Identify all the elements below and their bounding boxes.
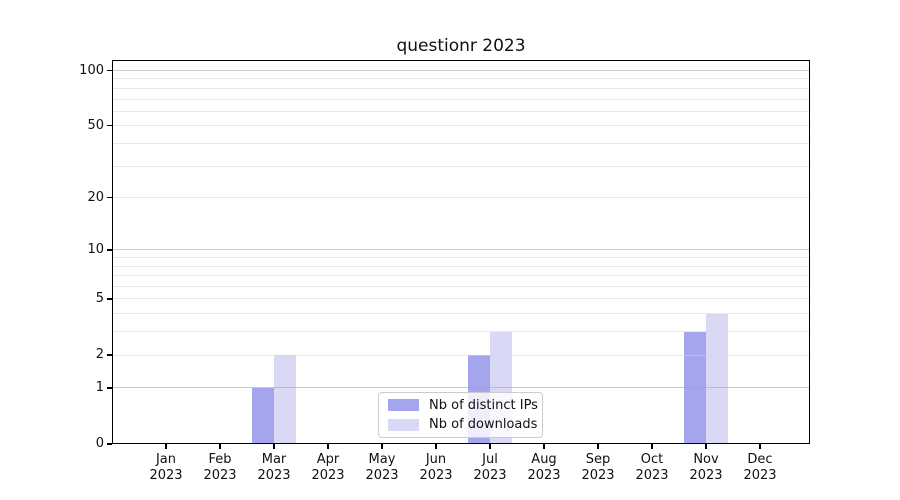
gridline-major xyxy=(112,70,810,71)
x-tick-year: 2023 xyxy=(311,468,345,483)
x-tick-month: Apr xyxy=(316,452,340,467)
gridline-minor xyxy=(112,87,810,89)
x-tick-month: May xyxy=(368,452,396,467)
gridline-minor xyxy=(112,98,810,100)
x-tick-month: Aug xyxy=(531,452,557,467)
x-tick-month: Sep xyxy=(585,452,611,467)
gridline-minor xyxy=(112,331,810,333)
y-tick-mark xyxy=(107,298,112,300)
x-tick-mark xyxy=(327,444,329,449)
x-tick-mark xyxy=(381,444,383,449)
gridline-minor xyxy=(112,125,810,127)
x-axis-tick-label: Jun 2023 xyxy=(406,452,466,484)
legend: Nb of distinct IPs Nb of downloads xyxy=(378,392,543,438)
y-tick-mark xyxy=(107,387,112,389)
x-axis-tick-label: Apr 2023 xyxy=(298,452,358,484)
x-tick-year: 2023 xyxy=(203,468,237,483)
legend-swatch xyxy=(388,418,419,431)
legend-label: Nb of distinct IPs xyxy=(429,397,538,413)
y-axis-tick-label: 2 xyxy=(95,347,104,363)
bar-mar-downloads xyxy=(274,355,296,444)
y-tick-mark xyxy=(107,196,112,199)
x-axis-tick-label: Aug 2023 xyxy=(514,452,574,484)
x-tick-mark xyxy=(435,444,437,449)
legend-entry: Nb of distinct IPs xyxy=(388,397,538,414)
gridline-minor xyxy=(112,110,810,112)
x-tick-mark xyxy=(543,444,545,449)
x-axis-tick-label: Feb 2023 xyxy=(190,452,250,484)
x-axis-tick-label: Jan 2023 xyxy=(136,452,196,484)
y-tick-mark xyxy=(107,249,112,251)
x-tick-month: Dec xyxy=(747,452,773,467)
y-tick-mark xyxy=(107,125,112,127)
x-tick-year: 2023 xyxy=(419,468,453,483)
gridline-minor xyxy=(112,286,810,288)
y-axis-tick-label: 100 xyxy=(79,62,104,78)
gridline-minor xyxy=(112,165,810,167)
gridline-minor xyxy=(112,313,810,315)
y-tick-mark xyxy=(107,69,112,72)
x-tick-mark xyxy=(597,444,599,449)
x-axis-tick-label: Jul 2023 xyxy=(460,452,520,484)
bar-nov-downloads xyxy=(706,313,728,444)
y-axis-tick-label: 50 xyxy=(87,117,104,133)
y-tick-mark xyxy=(107,443,112,445)
y-axis-tick-label: 0 xyxy=(95,436,104,451)
x-tick-mark xyxy=(651,444,653,449)
x-tick-month: Mar xyxy=(261,452,287,467)
x-tick-year: 2023 xyxy=(365,468,399,483)
chart-title: questionr 2023 xyxy=(396,36,526,56)
x-tick-month: Jul xyxy=(482,452,498,467)
x-axis-tick-label: May 2023 xyxy=(352,452,412,484)
gridline-minor xyxy=(112,78,810,80)
gridline-minor xyxy=(112,142,810,144)
legend-swatch xyxy=(388,399,419,412)
y-axis-tick-label: 1 xyxy=(95,379,104,395)
x-tick-month: Feb xyxy=(208,452,232,467)
x-tick-year: 2023 xyxy=(635,468,669,483)
x-axis-tick-label: Sep 2023 xyxy=(568,452,628,484)
legend-label: Nb of downloads xyxy=(429,417,538,433)
y-tick-mark xyxy=(107,354,112,356)
gridline-major xyxy=(112,249,810,251)
x-tick-year: 2023 xyxy=(581,468,615,483)
x-tick-year: 2023 xyxy=(743,468,777,483)
gridline-minor xyxy=(112,354,810,356)
x-axis-tick-label: Oct 2023 xyxy=(622,452,682,484)
x-tick-mark xyxy=(489,444,491,449)
legend-entry: Nb of downloads xyxy=(388,417,537,434)
gridline-minor xyxy=(112,275,810,277)
gridline-minor xyxy=(112,298,810,300)
x-tick-month: Nov xyxy=(693,452,719,467)
gridline-minor xyxy=(112,257,810,259)
x-tick-mark xyxy=(273,444,275,449)
y-axis-tick-label: 10 xyxy=(87,241,104,257)
x-tick-month: Jun xyxy=(425,452,447,467)
gridline-major xyxy=(112,387,810,389)
x-tick-year: 2023 xyxy=(527,468,561,483)
x-tick-mark xyxy=(165,444,167,449)
x-axis-tick-label: Dec 2023 xyxy=(730,452,790,484)
x-tick-year: 2023 xyxy=(473,468,507,483)
y-axis-tick-label: 5 xyxy=(95,290,104,306)
x-axis-tick-label: Nov 2023 xyxy=(676,452,736,484)
x-tick-month: Oct xyxy=(640,452,664,467)
y-axis-tick-label: 20 xyxy=(87,189,104,205)
x-tick-mark xyxy=(705,444,707,449)
x-tick-year: 2023 xyxy=(257,468,291,483)
x-tick-year: 2023 xyxy=(149,468,183,483)
gridline-minor xyxy=(112,265,810,267)
gridline-minor xyxy=(112,197,810,199)
x-tick-year: 2023 xyxy=(689,468,723,483)
x-tick-mark xyxy=(759,444,761,449)
bar-mar-distinct-ips xyxy=(252,387,274,444)
x-tick-mark xyxy=(219,444,221,449)
x-axis-tick-label: Mar 2023 xyxy=(244,452,304,484)
x-tick-month: Jan xyxy=(155,452,177,467)
